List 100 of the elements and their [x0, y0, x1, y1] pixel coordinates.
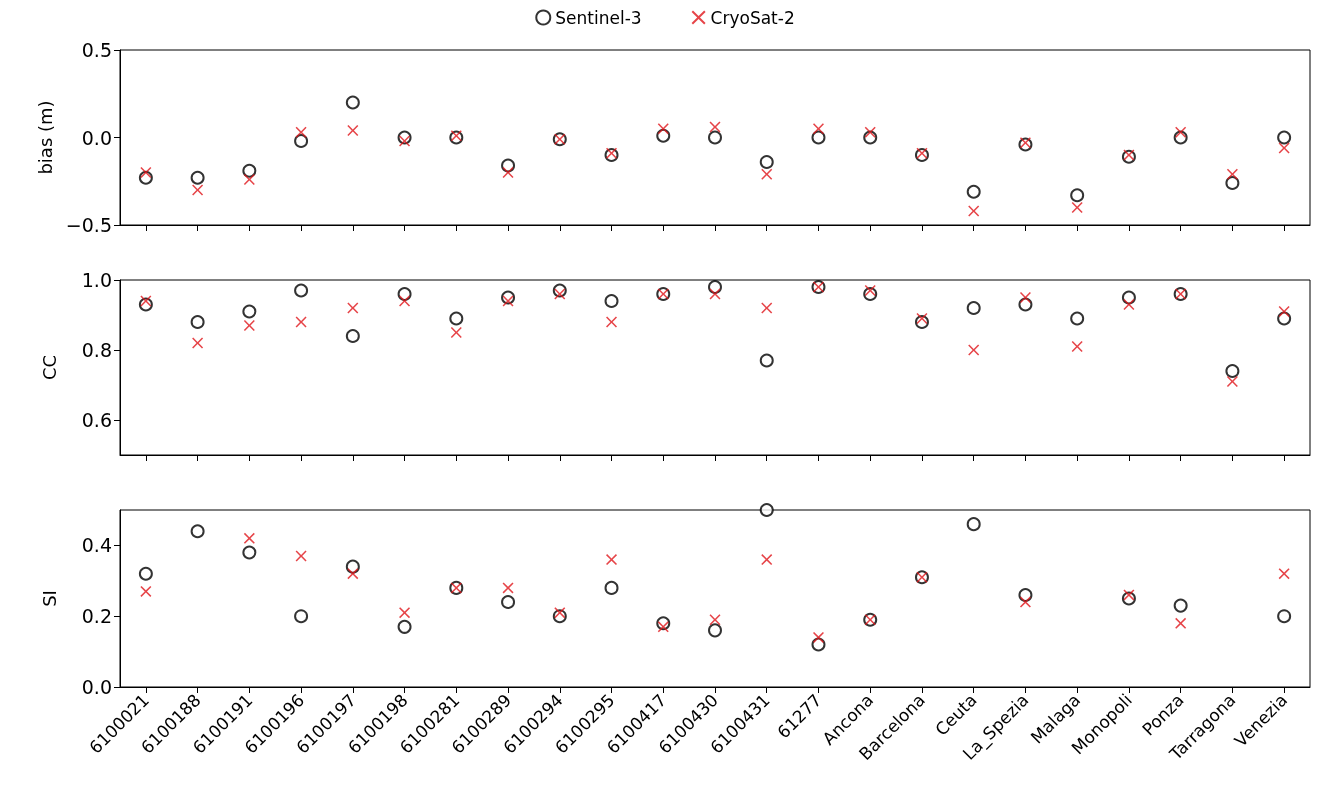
point	[1278, 306, 1290, 317]
point	[399, 607, 411, 619]
y-tick-label: 0.0	[81, 676, 112, 698]
point	[1123, 589, 1135, 601]
point	[1019, 292, 1031, 303]
point	[1225, 364, 1240, 378]
point	[966, 517, 981, 532]
point	[708, 623, 722, 638]
point	[347, 568, 359, 580]
point	[604, 580, 619, 595]
point	[1070, 311, 1085, 326]
point	[345, 329, 360, 343]
point	[449, 311, 464, 326]
point	[1175, 126, 1187, 138]
point	[138, 566, 153, 581]
point	[554, 288, 566, 300]
point	[502, 295, 514, 307]
y-tick-label: 0.0	[81, 126, 112, 149]
point	[1278, 568, 1290, 580]
y-tick-label: 0.4	[81, 534, 112, 557]
point	[1277, 609, 1292, 624]
y-tick-label: 0.6	[81, 409, 112, 431]
point	[554, 607, 566, 619]
point	[502, 167, 514, 178]
point	[1175, 617, 1187, 629]
point	[966, 184, 981, 199]
point	[140, 295, 152, 307]
point	[761, 168, 773, 180]
legend-label: Sentinel-3	[555, 7, 642, 28]
point	[759, 155, 774, 169]
point	[761, 554, 773, 566]
point	[347, 302, 359, 314]
point	[811, 130, 826, 145]
point	[709, 288, 721, 300]
y-tick-label: 0.5	[81, 39, 112, 61]
point	[864, 285, 876, 296]
y-tick-label: 0.2	[81, 605, 112, 628]
point	[242, 304, 257, 319]
point	[864, 126, 876, 138]
point	[812, 631, 824, 643]
point	[1070, 188, 1085, 203]
point	[243, 320, 255, 331]
point	[501, 595, 516, 610]
point	[708, 130, 722, 145]
point	[1278, 142, 1290, 154]
point	[1226, 376, 1238, 387]
point	[243, 174, 255, 185]
point	[759, 503, 774, 517]
point	[657, 123, 669, 135]
point	[140, 167, 152, 178]
point	[190, 524, 205, 539]
point	[604, 294, 619, 308]
point	[345, 95, 360, 110]
point	[761, 302, 773, 314]
point	[709, 614, 721, 626]
point	[347, 125, 359, 136]
point	[759, 353, 774, 368]
point	[1277, 130, 1292, 145]
point	[966, 301, 981, 315]
point	[192, 184, 204, 196]
point	[709, 121, 721, 133]
point	[190, 170, 205, 185]
point	[295, 126, 307, 138]
point	[1226, 168, 1238, 180]
y-tick-label: 0.8	[81, 339, 112, 361]
point	[1225, 176, 1240, 190]
point	[657, 621, 669, 633]
point	[812, 123, 824, 135]
y-axis-title: SI	[38, 590, 60, 607]
y-axis-title: bias (m)	[35, 100, 57, 175]
point	[916, 313, 928, 324]
point	[295, 316, 307, 328]
y-tick-label: −0.5	[65, 214, 112, 236]
y-tick-label: 1.0	[81, 269, 112, 291]
point	[1123, 299, 1135, 310]
point	[968, 344, 980, 356]
point	[295, 550, 307, 562]
point	[397, 619, 412, 634]
legend-label: CryoSat-2	[710, 7, 795, 28]
point	[399, 135, 411, 147]
point	[399, 295, 411, 307]
point	[1173, 598, 1188, 613]
y-axis-title: CC	[38, 354, 60, 381]
point	[242, 163, 257, 178]
point	[968, 205, 980, 217]
point	[294, 134, 309, 148]
point	[450, 327, 462, 338]
point	[606, 316, 618, 328]
point	[192, 337, 204, 349]
point	[294, 283, 309, 298]
point	[190, 315, 205, 329]
point	[140, 585, 152, 597]
point	[606, 554, 618, 566]
point	[1019, 596, 1031, 608]
point	[294, 609, 309, 624]
point	[243, 532, 255, 544]
point	[1071, 341, 1083, 352]
point	[242, 545, 257, 560]
point	[1071, 202, 1083, 213]
point	[502, 582, 514, 594]
